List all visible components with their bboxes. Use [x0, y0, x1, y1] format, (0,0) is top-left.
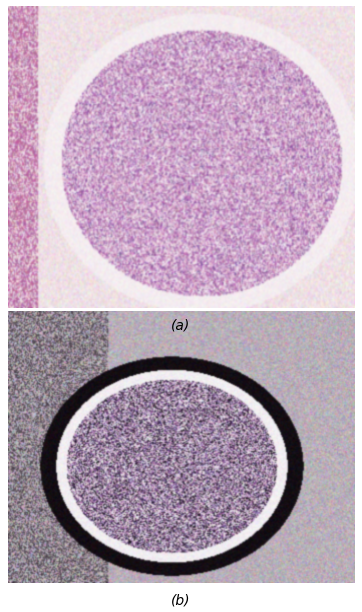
Text: (a): (a) — [171, 319, 191, 332]
Text: (b): (b) — [171, 594, 191, 608]
